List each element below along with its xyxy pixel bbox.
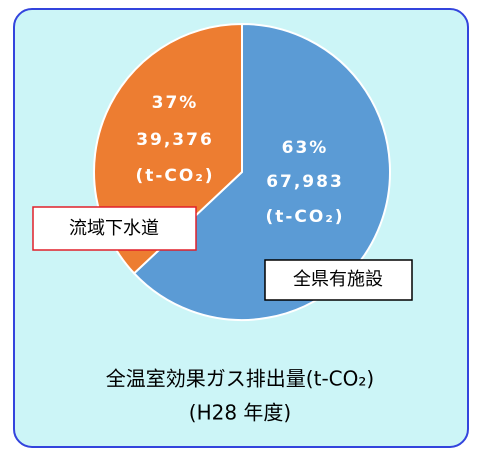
unit-label: (t-CO₂)	[135, 166, 214, 186]
legend-box	[32, 206, 197, 251]
chart-subtitle: (H28 年度)	[189, 401, 291, 425]
category-label: 全県有施設	[293, 269, 383, 290]
value-label: 63%	[282, 138, 329, 158]
amount-label: 67,983	[266, 172, 344, 192]
amount-label: 39,376	[136, 130, 214, 150]
pie-slice	[132, 22, 391, 321]
category-label: 流域下水道	[69, 218, 159, 239]
chart-title: 全温室効果ガス排出量(t-CO₂)	[106, 367, 374, 391]
legend-box	[264, 259, 413, 301]
value-label: 37%	[152, 93, 199, 113]
unit-label: (t-CO₂)	[265, 207, 344, 227]
